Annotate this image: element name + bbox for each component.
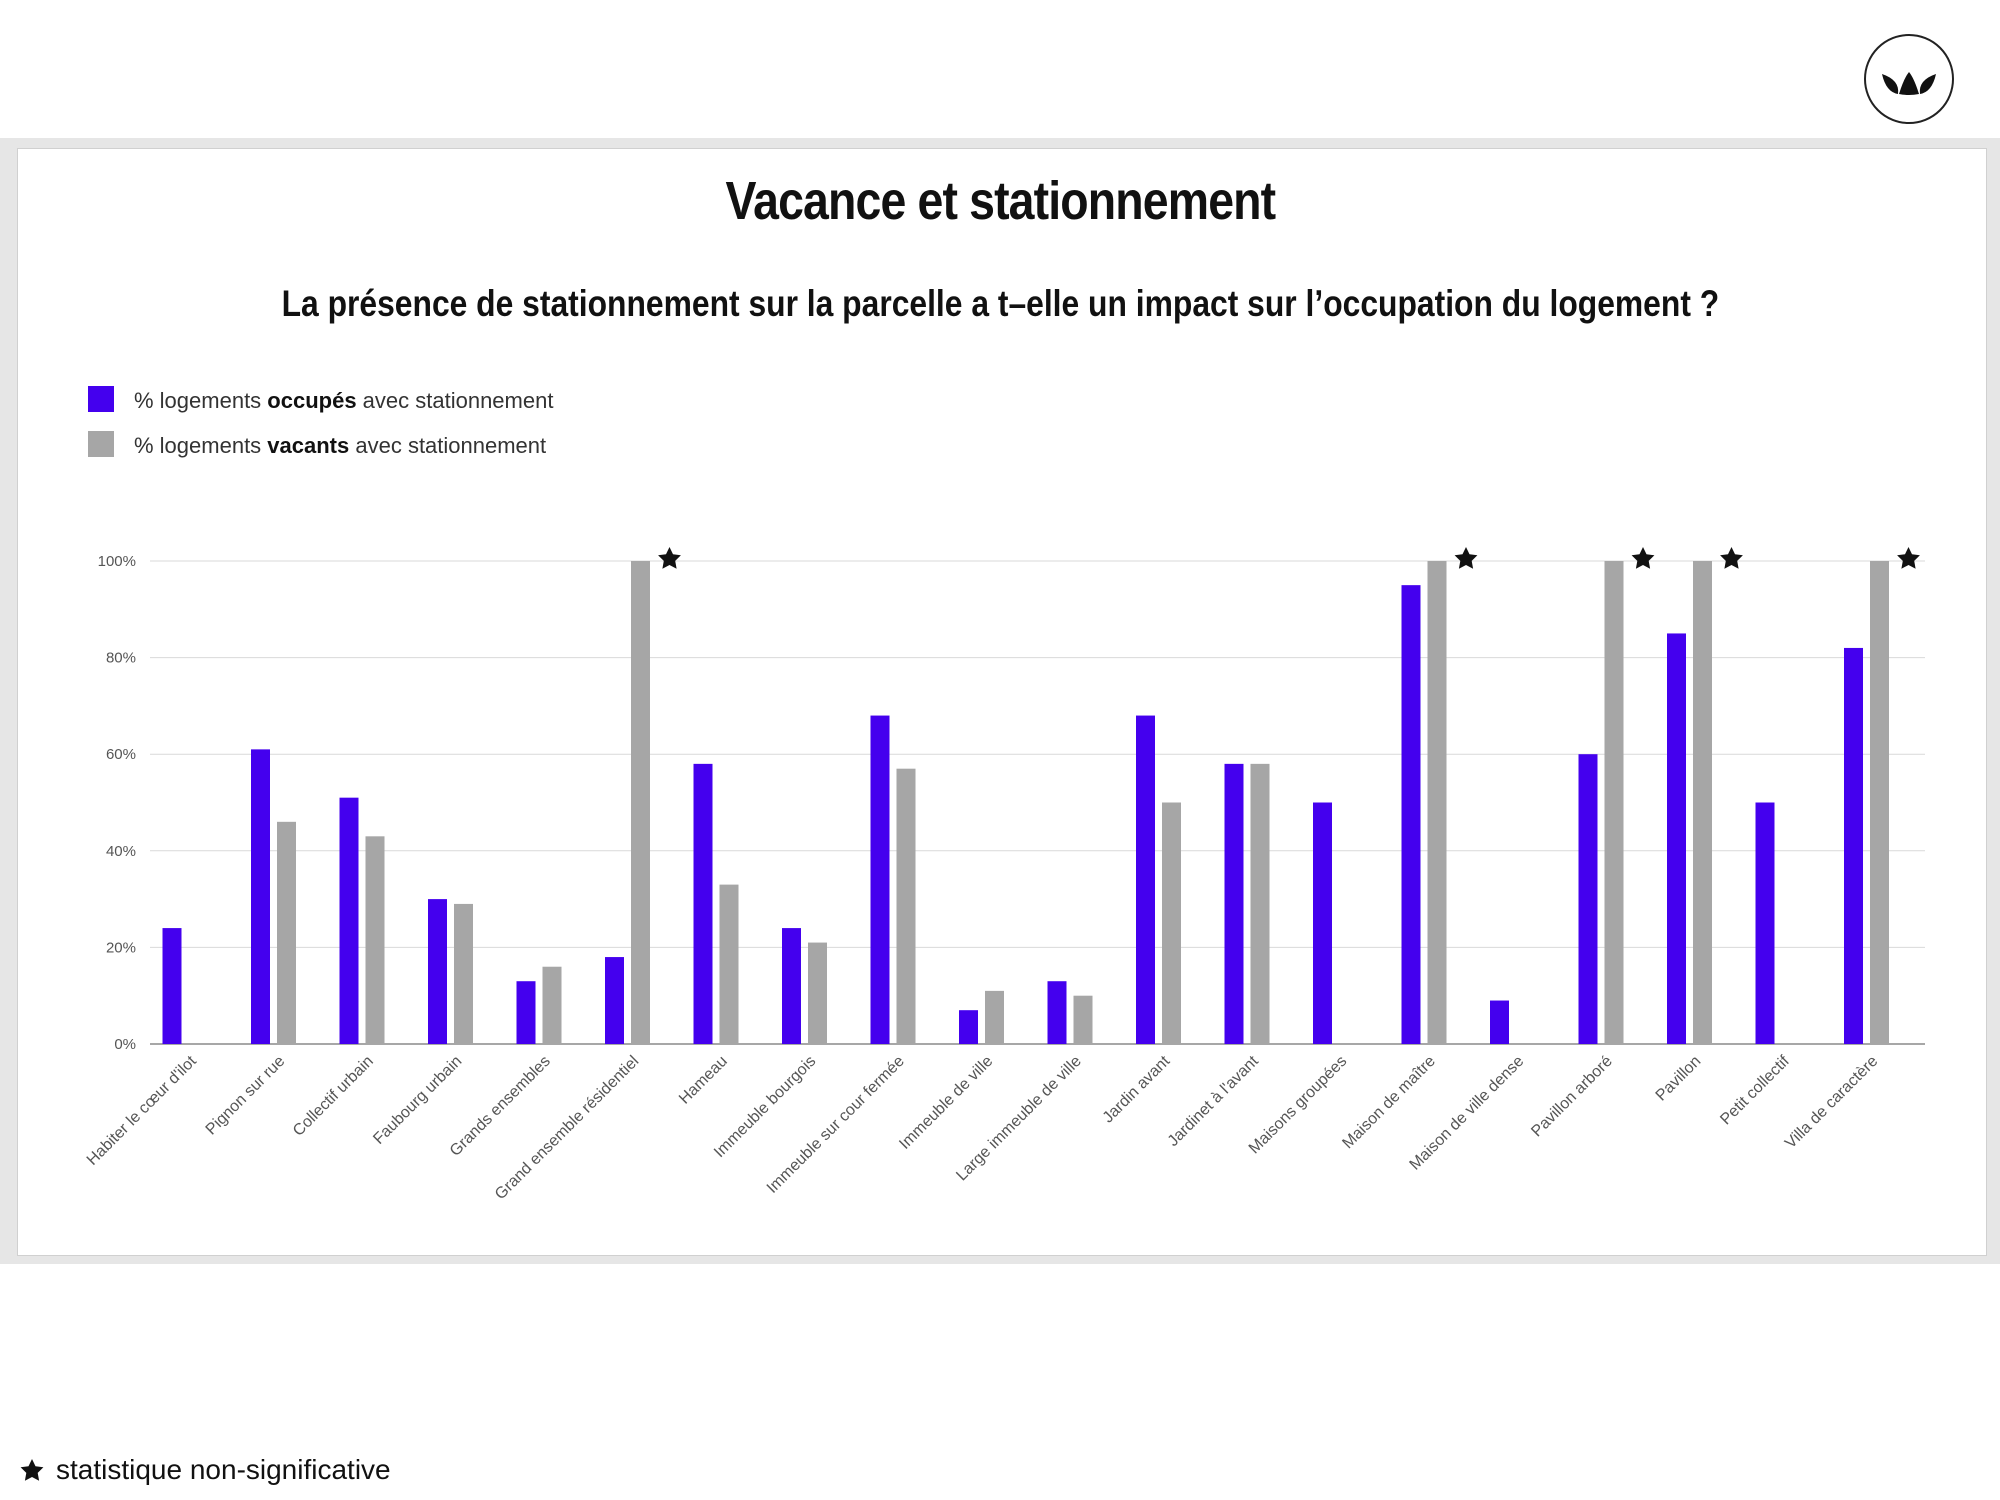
bar-vacant [1250,763,1270,1044]
bar-chart: 0% 20% 40% 60% 80% 100% Habiter le cœur d'ilot… [84,547,1925,1203]
bar-vacant [1162,802,1181,1044]
bar-vacant [1073,995,1093,1044]
legend-swatch-occupied [88,386,114,412]
x-tick-label: Maison de maître [1339,1053,1438,1152]
bar-occupied [1136,715,1155,1044]
bar-vacant [542,966,562,1044]
x-tick-label: Collectif urbain [290,1053,377,1140]
bar-occupied [1401,585,1421,1044]
bar-vacant [1604,561,1624,1044]
star-icon [1454,547,1478,569]
legend-label-occupied: % logements occupés avec stationnement [134,388,554,413]
x-tick-label: Faubourg urbain [370,1053,465,1148]
bar-vacant [808,942,827,1044]
star-icon [1631,547,1655,569]
chart-subtitle: La présence de stationnement sur la parc… [281,283,1720,324]
x-tick-label: Hameau [676,1053,731,1108]
y-tick-label: 100% [98,553,136,570]
bar-vacant [631,561,650,1044]
bar-vacant [454,903,473,1044]
bar-occupied [1667,633,1686,1044]
x-tick-label: Grands ensembles [447,1053,554,1160]
bar-occupied [693,763,713,1044]
y-tick-label: 80% [106,650,136,667]
x-tick-label: Pignon sur rue [203,1053,289,1139]
star-icon [658,547,681,569]
y-tick-label: 20% [106,939,136,956]
bar-occupied [1313,802,1332,1044]
x-tick-label: Pavillon [1653,1053,1705,1105]
page-title: Vacance et stationnement [725,171,1277,231]
bar-occupied [339,797,359,1044]
x-tick-label: Jardinet à l'avant [1165,1052,1263,1150]
bar-vacant [985,990,1004,1044]
legend-label-vacant: % logements vacants avec stationnement [134,433,547,458]
bar-occupied [1490,1000,1509,1044]
bar-vacant [365,836,385,1044]
y-tick-label: 60% [106,746,136,763]
bar-vacant [1427,561,1447,1044]
bar-vacant [896,768,916,1044]
bar-vacant [1693,561,1712,1044]
bar-occupied [1224,763,1244,1044]
x-tick-label: Maisons groupées [1246,1053,1350,1157]
x-tick-label: Villa de caractère [1782,1053,1881,1152]
legend-swatch-vacant [88,431,114,457]
bar-occupied [870,715,890,1044]
bar-occupied [251,749,270,1044]
x-tick-label: Grand ensemble résidentiel [492,1053,642,1203]
bar-vacant [1870,561,1889,1044]
chart-card [17,148,1987,1256]
y-tick-label: 0% [114,1036,136,1053]
x-tick-label: Petit collectif [1717,1052,1793,1128]
bar-occupied [1578,754,1598,1044]
star-icon [1897,547,1920,569]
bar-occupied [605,957,624,1044]
bar-occupied [1844,647,1863,1044]
star-icon [1720,547,1743,569]
leaves-logo-icon [1864,34,1954,124]
x-tick-label: Habiter le cœur d'ilot [84,1052,200,1168]
x-tick-label: Pavillon arboré [1528,1053,1616,1141]
footnote-text: statistique non-significative [56,1454,391,1485]
star-icon [20,1459,44,1481]
x-tick-label: Immeuble de ville [896,1053,996,1153]
x-tick-label: Jardin avant [1100,1052,1174,1126]
bar-occupied [1047,981,1067,1044]
bar-occupied [428,899,447,1044]
bar-vacant [719,884,739,1044]
bar-occupied [782,928,801,1044]
y-tick-label: 40% [106,843,136,860]
bar-occupied [516,981,536,1044]
bar-vacant [277,821,296,1044]
bar-occupied [959,1010,978,1044]
bar-occupied [162,928,182,1044]
header-band [0,0,2000,138]
bar-occupied [1755,802,1775,1044]
